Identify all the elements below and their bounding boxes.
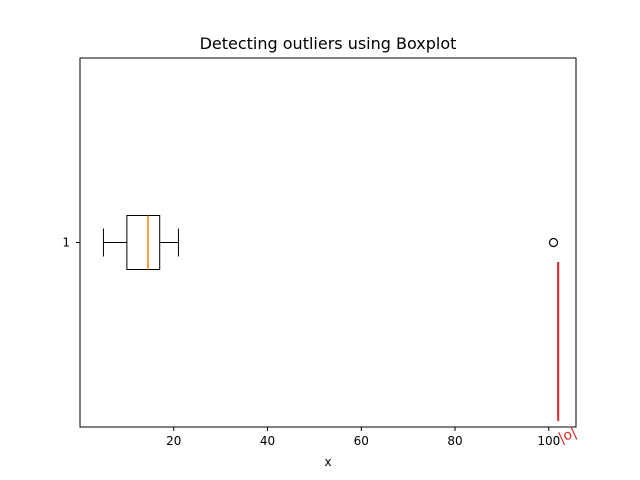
plot-area bbox=[79, 57, 577, 428]
box-iqr bbox=[126, 215, 161, 270]
x-tick-label: 100 bbox=[537, 434, 560, 448]
y-tick-label: 1 bbox=[62, 236, 70, 250]
x-axis-ticks: 20 40 60 80 100 bbox=[166, 427, 560, 448]
annotation-layer: |o| bbox=[556, 262, 579, 447]
x-tick-label: 20 bbox=[166, 434, 181, 448]
outlier-point bbox=[548, 237, 559, 248]
x-tick-label: 60 bbox=[354, 434, 369, 448]
x-tick-label: 80 bbox=[447, 434, 462, 448]
chart-title: Detecting outliers using Boxplot bbox=[200, 34, 457, 53]
y-axis-ticks: 1 bbox=[62, 236, 80, 250]
x-axis-label: x bbox=[324, 455, 331, 469]
x-tick-label: 40 bbox=[260, 434, 275, 448]
box-layer bbox=[102, 215, 559, 270]
annotation-text: |o| bbox=[556, 425, 579, 447]
